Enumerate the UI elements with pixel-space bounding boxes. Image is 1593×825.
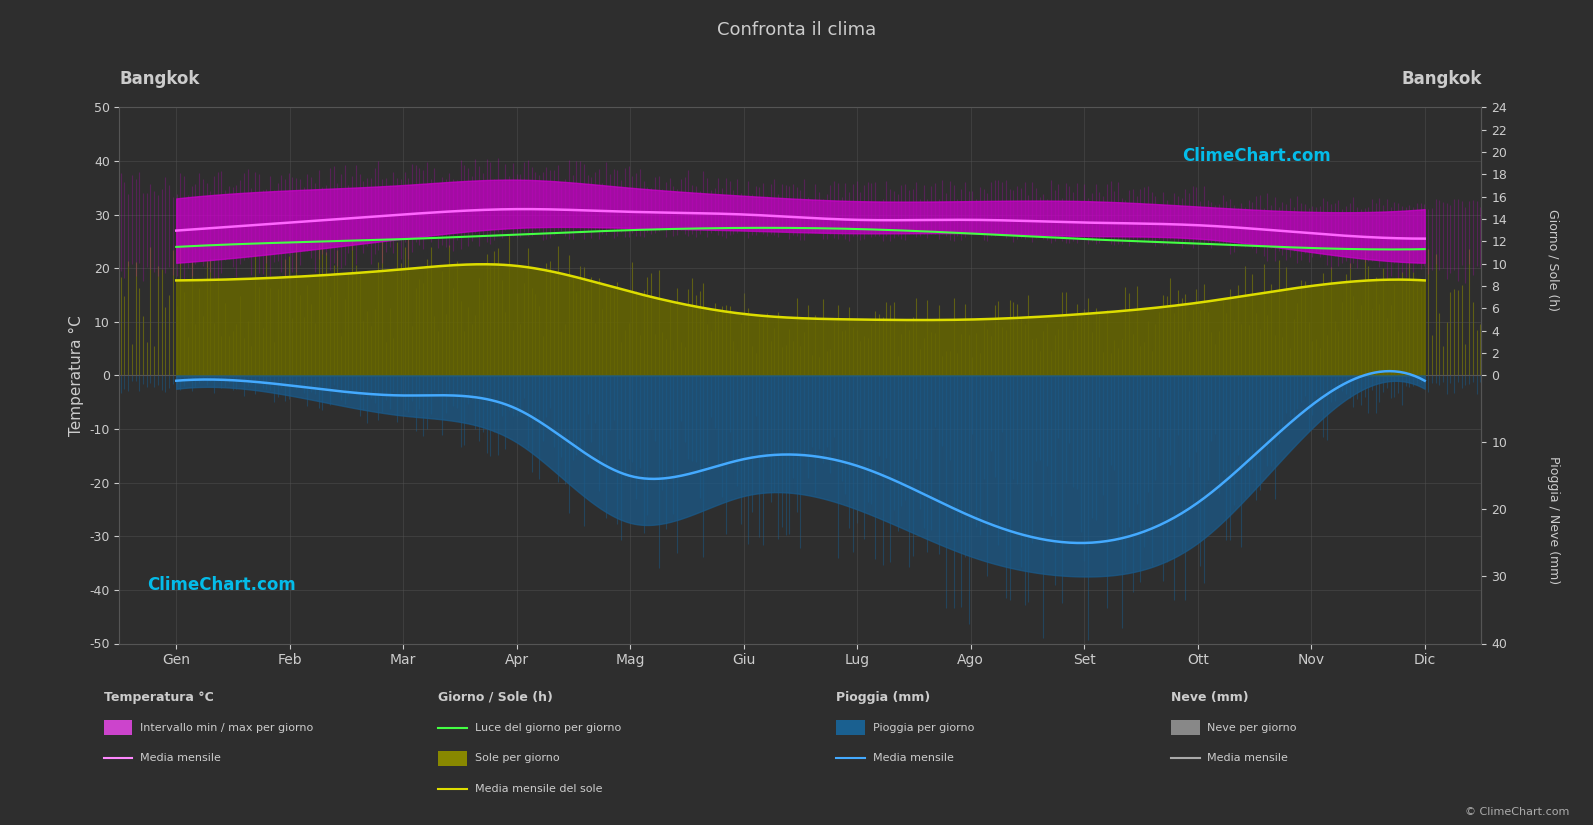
Text: Bangkok: Bangkok [1402, 70, 1481, 88]
Text: Pioggia / Neve (mm): Pioggia / Neve (mm) [1547, 455, 1560, 584]
Text: ClimeChart.com: ClimeChart.com [1182, 147, 1330, 165]
Text: Neve per giorno: Neve per giorno [1207, 723, 1297, 733]
Text: Media mensile: Media mensile [140, 753, 221, 763]
Text: Neve (mm): Neve (mm) [1171, 691, 1249, 704]
Text: Pioggia (mm): Pioggia (mm) [836, 691, 930, 704]
Text: Confronta il clima: Confronta il clima [717, 21, 876, 39]
Text: ClimeChart.com: ClimeChart.com [147, 576, 295, 594]
Text: Media mensile del sole: Media mensile del sole [475, 784, 602, 794]
Text: Luce del giorno per giorno: Luce del giorno per giorno [475, 723, 621, 733]
Text: Giorno / Sole (h): Giorno / Sole (h) [1547, 209, 1560, 311]
Text: Intervallo min / max per giorno: Intervallo min / max per giorno [140, 723, 314, 733]
Y-axis label: Temperatura °C: Temperatura °C [68, 315, 84, 436]
Text: Sole per giorno: Sole per giorno [475, 753, 559, 763]
Text: Pioggia per giorno: Pioggia per giorno [873, 723, 975, 733]
Text: © ClimeChart.com: © ClimeChart.com [1464, 807, 1569, 817]
Text: Bangkok: Bangkok [119, 70, 199, 88]
Text: Giorno / Sole (h): Giorno / Sole (h) [438, 691, 553, 704]
Text: Media mensile: Media mensile [1207, 753, 1289, 763]
Text: Media mensile: Media mensile [873, 753, 954, 763]
Text: Temperatura °C: Temperatura °C [104, 691, 213, 704]
